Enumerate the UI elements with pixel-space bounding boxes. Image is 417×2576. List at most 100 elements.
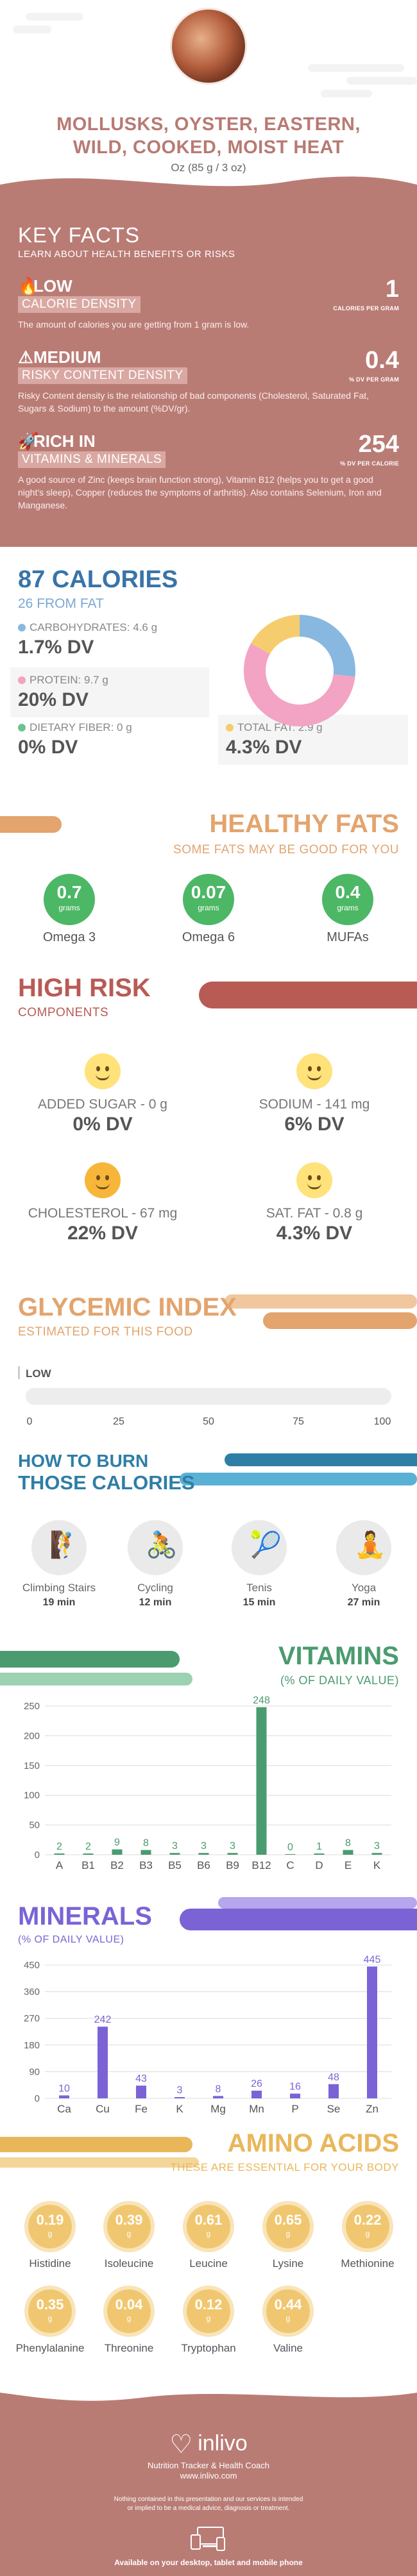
calorie-density-value: 1 CALORIES PER GRAM [333,276,399,314]
happy-face-icon [296,1053,332,1089]
bar-value-label: 8 [216,2084,221,2095]
healthy-fats-subtitle: SOME FATS MAY BE GOOD FOR YOU [173,843,399,857]
key-facts-title: KEY FACTS [18,223,140,247]
calorie-density-level-text: LOW [33,276,72,296]
vitamins-decor-bar [0,1651,180,1668]
amino-name: Methionine [341,2257,395,2270]
activity-name: Climbing Stairs [22,1582,96,1594]
category-label: Fe [135,2103,148,2115]
risky-content-level-text: MEDIUM [33,347,101,367]
vitamins-title: VITAMINS [278,1642,399,1670]
high-risk-subtitle: COMPONENTS [18,1006,109,1019]
vitamins-minerals-fact: 🚀RICH IN VITAMINS & MINERALS 254 % DV PER… [18,431,399,512]
risky-content-value: 0.4 % DV PER GRAM [349,347,399,385]
amino-name: Isoleucine [104,2257,154,2270]
fat-name: Omega 3 [42,930,96,944]
amino-item-methionine: 0.22 g Methionine [326,2205,409,2270]
amino-circle: 0.19 g [28,2205,72,2248]
category-label: K [373,1859,381,1871]
healthy-fats-section: HEALTHY FATS SOME FATS MAY BE GOOD FOR Y… [0,797,417,964]
y-tick-label: 100 [24,1790,40,1801]
donut-slice-carbohydrates [299,615,355,677]
bar-c [285,1854,296,1855]
bar-p [290,2093,300,2098]
activity-name: Yoga [351,1582,377,1594]
bar-d [314,1853,325,1855]
amino-acids-section: AMINO ACIDS THESE ARE ESSENTIAL FOR YOUR… [0,2124,417,2384]
activity-minutes: 19 min [42,1597,76,1608]
vitamins-subtitle: (% OF DAILY VALUE) [280,1674,399,1687]
risky-content-fact: ⚠MEDIUM RISKY CONTENT DENSITY 0.4 % DV PE… [18,347,399,415]
high-risk-decor-bar [199,982,417,1008]
vitamins-minerals-tag: VITAMINS & MINERALS [18,451,166,468]
bar-value-label: 43 [135,2073,147,2084]
protein-dv: 20% DV [18,689,89,710]
minerals-bar-chart: 0 90 180 270 360 450 10 Ca 242 Cu 43 Fe 3 K 8 Mg 26 Mn 16 P… [24,1954,391,2115]
glycemic-decor-bars [225,1294,417,1329]
glycemic-marker [18,1366,20,1379]
dietary-fiber-label: DIETARY FIBER: 0 g [18,721,132,734]
bar-value-label: 242 [94,2014,112,2025]
amino-unit: g [47,2229,53,2238]
dietary-fiber-label-text: DIETARY FIBER: 0 g [30,721,132,733]
amino-item-isoleucine: 0.39 g Isoleucine [87,2205,171,2270]
minerals-subtitle: (% OF DAILY VALUE) [18,1934,124,1945]
protein-label-text: PROTEIN: 9.7 g [30,674,108,686]
vitamins-minerals-number: 254 [358,431,399,458]
title-line-2: WILD, COOKED, MOIST HEAT [72,137,345,158]
brand-logo[interactable]: ♡ inlivo [0,2430,417,2459]
category-label: B9 [226,1859,239,1871]
amino-circle: 0.22 g [346,2205,389,2248]
glycemic-tick: 100 [373,1416,391,1427]
bar-b2 [112,1849,123,1855]
amino-value: 0.04 [115,2296,143,2313]
warning-icon: ⚠ [18,347,33,367]
happy-face-icon [85,1053,121,1089]
brand-site-link[interactable]: www.inlivo.com [180,2471,237,2480]
fat-value: 0.7 [56,882,82,902]
calories-from-fat: 26 FROM FAT [18,596,104,611]
amino-value: 0.65 [274,2212,302,2228]
stairs-icon: 🧗 [31,1520,87,1575]
bar-value-label: 3 [177,2085,183,2096]
dietary-fiber-macro: DIETARY FIBER: 0 g 0% DV [18,721,132,758]
amino-circle: 0.61 g [187,2205,230,2248]
risk-label: ADDED SUGAR - 0 g [38,1097,167,1112]
fat-name: MUFAs [327,930,369,944]
high-risk-section: HIGH RISK COMPONENTS ADDED SUGAR - 0 g 0… [0,964,417,1284]
glycemic-tick: 0 [26,1416,33,1427]
activity-tennis: 🎾 Tenis 15 min [214,1520,304,1609]
glycemic-track [26,1388,391,1405]
activity-name: Tenis [246,1582,272,1594]
amino-item-leucine: 0.61 g Leucine [167,2205,250,2270]
protein-macro: PROTEIN: 9.7 g 20% DV [10,667,209,717]
carbohydrates-label-text: CARBOHYDRATES: 4.6 g [30,621,158,633]
calorie-density-fact: 🔥LOW CALORIE DENSITY 1 CALORIES PER GRAM … [18,276,399,331]
bar-value-label: 445 [364,1954,381,1965]
category-label: B5 [168,1859,182,1871]
bar-value-label: 0 [287,1842,293,1853]
bar-fe [136,2086,146,2098]
happy-face-icon [296,1162,332,1198]
amino-item-tryptophan: 0.12 g Tryptophan [167,2289,250,2355]
glycemic-tick: 75 [293,1416,304,1427]
amino-unit: g [126,2314,132,2323]
risk-dv: 4.3% DV [276,1223,353,1244]
devices-icon [191,2527,225,2551]
y-tick-label: 270 [24,2013,40,2024]
vitamins-minerals-level: 🚀RICH IN [18,431,399,451]
amino-circle: 0.04 g [107,2289,151,2333]
vitamins-section: VITAMINS (% OF DAILY VALUE) 0 50 100 150 200… [0,1637,417,1893]
rocket-icon: 🚀 [18,431,39,451]
carbohydrates-label: CARBOHYDRATES: 4.6 g [18,621,157,634]
y-tick-label: 250 [24,1701,40,1712]
amino-item-histidine: 0.19 g Histidine [8,2205,92,2270]
bar-value-label: 1 [316,1841,322,1852]
brand-tagline: Nutrition Tracker & Health Coach [147,2461,270,2470]
risk-item-sodium: SODIUM - 141 mg 6% DV [218,1053,411,1135]
activity-cycling: 🚴 Cycling 12 min [110,1520,200,1609]
category-label: C [286,1859,294,1871]
bar-mg [213,2096,223,2098]
total-fat-dot-icon [226,724,234,732]
fat-value: 0.4 [335,882,361,902]
